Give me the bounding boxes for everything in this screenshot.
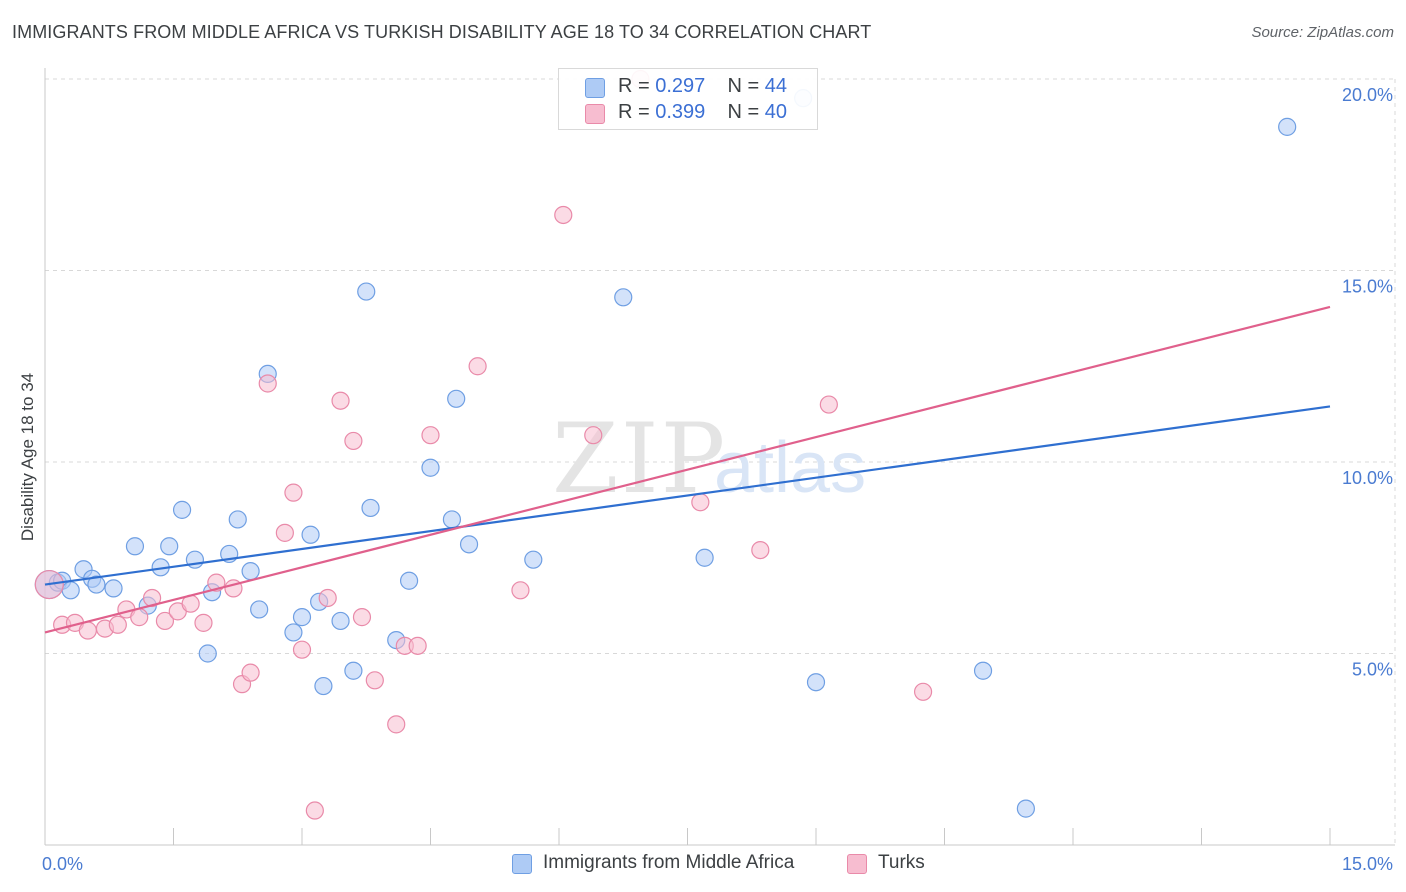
legend-n-label: N = xyxy=(727,75,765,97)
legend-r-label: R = xyxy=(618,101,656,123)
point-immigrants xyxy=(61,581,80,600)
point-turks xyxy=(913,682,933,701)
point-turks xyxy=(78,621,97,640)
point-turks xyxy=(344,431,363,451)
point-turks xyxy=(511,581,530,600)
point-turks xyxy=(284,483,303,502)
legend-label: Immigrants from Middle Africa xyxy=(543,852,795,873)
point-immigrants xyxy=(357,282,376,301)
legend-r-label: R = xyxy=(618,75,656,97)
legend-n-label: N = xyxy=(727,101,765,123)
point-turks xyxy=(318,588,337,608)
point-immigrants xyxy=(314,676,333,696)
trend-line-turks xyxy=(44,305,1331,634)
point-immigrants xyxy=(361,498,380,518)
point-immigrants xyxy=(284,623,303,642)
point-immigrants xyxy=(1278,117,1297,136)
point-immigrants xyxy=(160,537,179,556)
point-turks xyxy=(305,801,324,820)
point-immigrants xyxy=(228,510,247,529)
y-tick-label: 10.0% xyxy=(1342,468,1393,488)
point-turks xyxy=(554,205,573,225)
point-turks xyxy=(387,715,406,734)
point-turks xyxy=(331,391,350,410)
point-immigrants xyxy=(292,608,312,627)
point-immigrants xyxy=(806,673,826,692)
point-turks xyxy=(258,374,277,393)
point-immigrants xyxy=(399,571,419,590)
legend-swatch-blue xyxy=(512,854,532,874)
point-turks xyxy=(468,357,487,376)
point-turks xyxy=(751,540,770,560)
point-immigrants xyxy=(442,510,462,529)
x-tick-label: 0.0% xyxy=(42,854,83,874)
legend-swatch-blue xyxy=(585,78,605,98)
point-immigrants xyxy=(459,535,479,554)
point-turks xyxy=(142,588,162,608)
point-immigrants xyxy=(447,389,466,408)
point-immigrants xyxy=(172,500,192,519)
point-turks xyxy=(241,663,260,682)
legend-r-value: 0.399 xyxy=(655,101,706,123)
point-immigrants xyxy=(614,288,633,307)
point-turks xyxy=(819,395,838,414)
y-tick-label: 5.0% xyxy=(1352,660,1393,680)
point-turks xyxy=(691,493,710,512)
point-immigrants xyxy=(198,644,217,663)
trend-lines xyxy=(44,305,1331,634)
point-turks xyxy=(194,613,213,632)
point-immigrants xyxy=(104,579,123,598)
trend-line-immigrants xyxy=(44,405,1331,586)
point-turks xyxy=(408,636,427,655)
point-turks xyxy=(275,523,294,542)
source-credit: Source: ZipAtlas.com xyxy=(1251,24,1394,41)
tick-labels: 5.0% 10.0% 15.0% 20.0% 0.0% 15.0% xyxy=(42,85,1393,874)
point-immigrants xyxy=(344,661,363,680)
legend-label: Turks xyxy=(878,852,925,873)
legend-swatch-pink xyxy=(847,854,867,874)
point-turks xyxy=(108,615,127,634)
axes xyxy=(44,68,1395,846)
point-immigrants xyxy=(524,550,543,569)
watermark-atlas: atlas xyxy=(714,428,866,508)
point-immigrants xyxy=(421,458,440,477)
point-immigrants xyxy=(87,575,106,594)
y-tick-label: 20.0% xyxy=(1342,85,1393,105)
point-turks xyxy=(584,426,603,445)
point-turks xyxy=(421,426,440,445)
y-axis-label: Disability Age 18 to 34 xyxy=(18,373,37,541)
point-turks xyxy=(292,640,312,659)
correlation-legend: R = 0.297 N = 44 R = 0.399 N = 40 xyxy=(558,68,818,130)
point-turks xyxy=(352,608,372,627)
point-immigrants xyxy=(241,562,260,581)
point-immigrants xyxy=(301,525,320,544)
point-immigrants xyxy=(973,661,993,680)
point-immigrants xyxy=(1016,799,1035,818)
point-immigrants xyxy=(331,611,350,631)
legend-n-value: 44 xyxy=(764,75,788,97)
point-immigrants xyxy=(695,548,714,567)
legend-n-value: 40 xyxy=(764,101,788,123)
point-turks xyxy=(155,611,175,631)
point-turks xyxy=(365,671,384,690)
y-tick-label: 15.0% xyxy=(1342,277,1393,297)
legend-swatch-pink xyxy=(585,104,605,124)
chart-title: IMMIGRANTS FROM MIDDLE AFRICA VS TURKISH… xyxy=(12,22,872,42)
point-immigrants xyxy=(125,537,145,556)
legend-r-value: 0.297 xyxy=(655,75,706,97)
series-legend: Immigrants from Middle Africa Turks xyxy=(0,852,1406,876)
point-immigrants xyxy=(250,600,269,619)
x-tick-label: 15.0% xyxy=(1342,854,1393,874)
